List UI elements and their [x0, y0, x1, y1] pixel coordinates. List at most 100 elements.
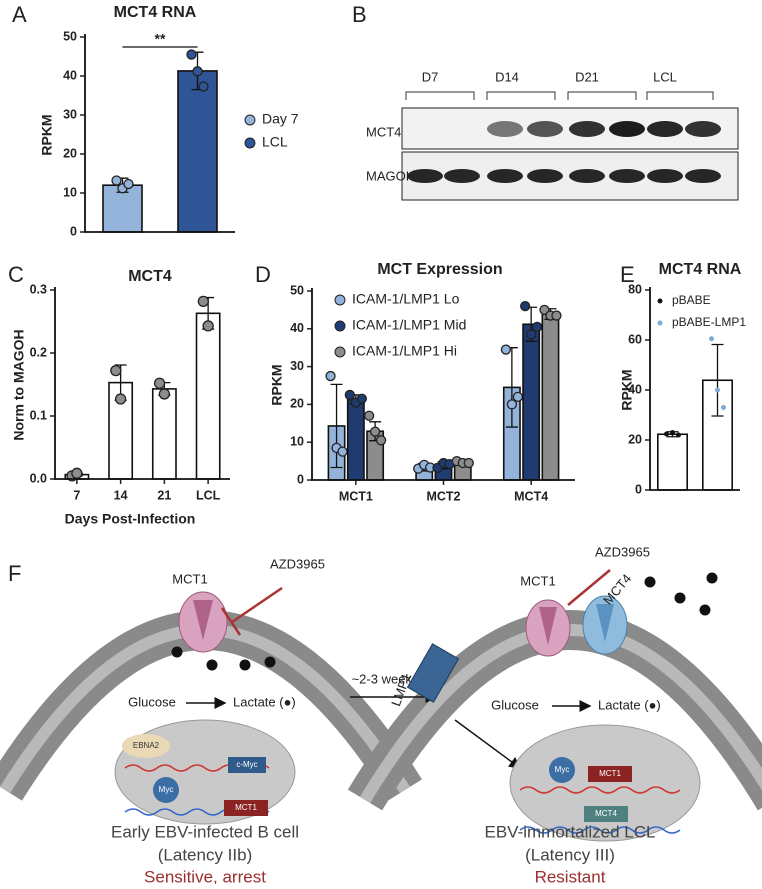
dna — [519, 826, 681, 834]
lane-label: LCL — [653, 69, 677, 84]
y-tick-label: 20 — [63, 146, 77, 160]
legend-label: pBABE — [672, 293, 711, 307]
y-tick-label: 50 — [63, 29, 77, 43]
y-tick-label: 30 — [290, 359, 304, 373]
data-point — [670, 430, 675, 435]
band — [685, 121, 721, 137]
gene-label: c-Myc — [236, 760, 257, 769]
legend-label: Day 7 — [262, 111, 299, 127]
x-tick-label: MCT1 — [339, 489, 373, 503]
legend-label: LCL — [262, 134, 288, 150]
band — [685, 169, 721, 183]
y-tick-label: 10 — [63, 185, 77, 199]
band — [569, 169, 605, 183]
panel-label: C — [8, 262, 24, 287]
band — [647, 121, 683, 137]
bar — [656, 433, 688, 491]
y-axis-label: Norm to MAGOH — [11, 329, 27, 440]
y-tick-label: 40 — [628, 382, 642, 396]
row-label: MCT4 — [366, 124, 401, 139]
gene-label: MCT1 — [599, 769, 621, 778]
gene-box — [584, 806, 628, 822]
axis — [84, 34, 235, 233]
myc — [549, 757, 575, 783]
band — [487, 169, 523, 183]
data-point — [202, 320, 214, 332]
transition-label: ~2-3 weeks — [352, 671, 419, 686]
legend-label: pBABE-LMP1 — [672, 315, 746, 329]
y-tick-label: 0.1 — [30, 408, 47, 422]
inhibitor — [220, 607, 242, 636]
gene-label: MCT4 — [595, 809, 617, 818]
data-point — [506, 399, 518, 410]
panel-label: D — [255, 262, 271, 287]
band — [527, 169, 563, 183]
data-point — [676, 432, 681, 438]
inhibitor — [231, 586, 283, 624]
caption: (Latency III) — [525, 845, 615, 864]
myc — [153, 777, 179, 803]
band — [609, 121, 645, 137]
significance: ** — [155, 31, 166, 47]
chart-title: MCT4 RNA — [659, 261, 742, 278]
transporter-channel — [596, 604, 614, 642]
data-point — [71, 467, 83, 479]
protein-label: Myc — [159, 785, 174, 794]
band — [444, 169, 480, 183]
band — [527, 121, 563, 137]
x-tick-label: LCL — [196, 488, 221, 502]
caption: Early EBV-infected B cell — [111, 822, 299, 841]
transporter-label: MCT1 — [172, 571, 207, 586]
caption: (Latency IIb) — [158, 845, 253, 864]
data-point — [337, 446, 348, 457]
transporter-channel — [539, 607, 557, 645]
caption: EBV-immortalized LCL — [484, 822, 655, 841]
y-tick-label: 20 — [628, 432, 642, 446]
gene-box — [588, 766, 632, 782]
panel-label: E — [620, 262, 635, 287]
bar — [195, 312, 221, 480]
data-point — [463, 457, 474, 469]
y-tick-label: 0 — [635, 482, 642, 496]
lactate-dot — [206, 659, 218, 671]
band — [407, 169, 443, 183]
legend-marker — [334, 320, 346, 332]
x-tick-label: MCT4 — [514, 489, 548, 503]
axis — [311, 288, 575, 481]
y-tick-label: 0 — [297, 472, 304, 486]
axis — [649, 287, 740, 491]
drug-label: AZD3965 — [595, 544, 650, 559]
band — [647, 169, 683, 183]
y-axis-label: RPKM — [269, 364, 285, 405]
bar — [177, 70, 218, 233]
metabolite: Glucose — [491, 697, 539, 712]
inhibitor — [567, 569, 611, 606]
data-point — [111, 175, 122, 186]
gene-box — [228, 757, 266, 773]
band — [609, 169, 645, 183]
lactate-dot — [264, 656, 276, 668]
gene-box — [224, 800, 268, 816]
y-tick-label: 50 — [290, 283, 304, 297]
lactate-dot — [699, 604, 711, 616]
bar — [151, 388, 177, 480]
data-point — [158, 388, 171, 400]
lane-bracket — [405, 91, 714, 100]
data-point — [192, 66, 203, 77]
blot-bands — [407, 121, 721, 183]
legend-label: ICAM-1/LMP1 Lo — [352, 291, 460, 307]
y-tick-label: 40 — [290, 321, 304, 335]
data-point — [325, 370, 336, 382]
lactate-dot — [171, 646, 183, 658]
lactate-dot — [674, 592, 686, 604]
band — [487, 121, 523, 137]
y-tick-label: 60 — [628, 332, 642, 346]
data-point — [369, 426, 381, 437]
data-point — [551, 310, 562, 321]
data-point — [123, 178, 134, 190]
bar — [522, 323, 541, 481]
chart-title: MCT Expression — [377, 261, 502, 278]
metabolite: Lactate (●) — [233, 694, 296, 709]
metabolite: Glucose — [128, 694, 176, 709]
